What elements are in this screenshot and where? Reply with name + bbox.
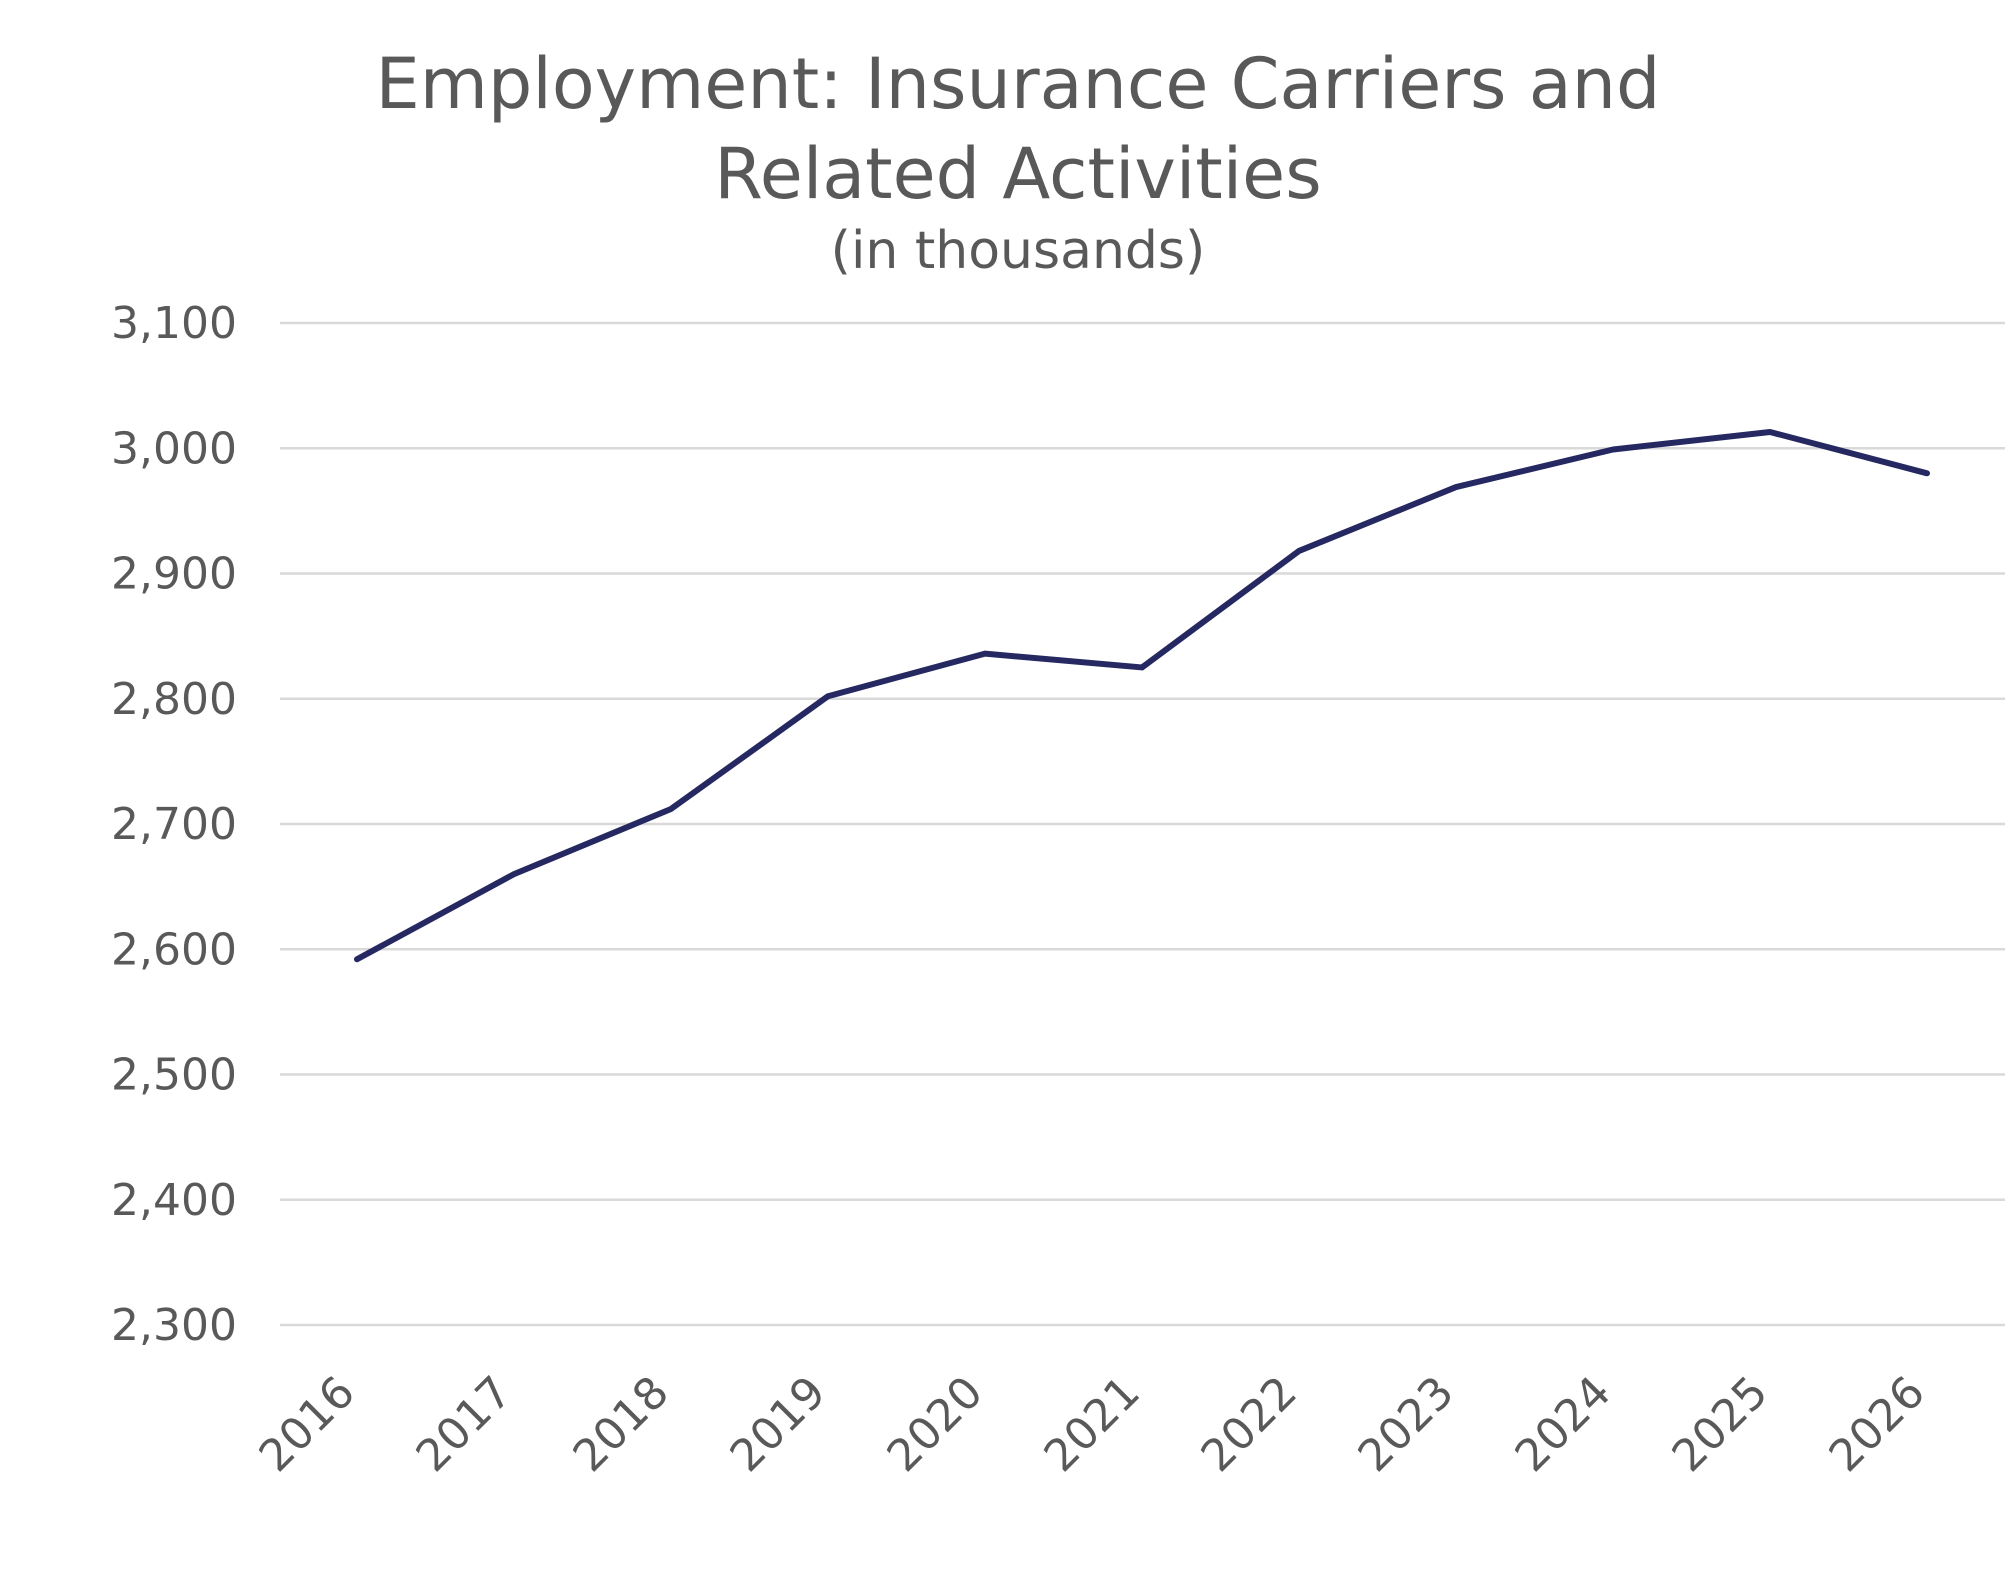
series-line — [354, 428, 1930, 963]
x-axis: 2016 2017 2018 2019 2020 2021 2022 2023 2024 2025… — [250, 1367, 1935, 1482]
y-tick-label: 2,300 — [111, 1300, 237, 1351]
x-tick-label: 2025 — [1663, 1367, 1778, 1482]
y-tick-label: 3,100 — [111, 298, 237, 349]
chart-title-line-2: Related Activities — [714, 133, 1321, 215]
y-tick-label: 2,700 — [111, 799, 237, 850]
x-tick-label: 2024 — [1506, 1367, 1621, 1482]
chart-title-line-1: Employment: Insurance Carriers and — [376, 43, 1661, 125]
chart-subtitle: (in thousands) — [831, 221, 1206, 281]
x-tick-label: 2016 — [250, 1367, 365, 1482]
y-axis: 3,100 3,000 2,900 2,800 2,700 2,600 2,500 2,400… — [111, 298, 237, 1351]
x-tick-label: 2020 — [878, 1367, 993, 1482]
gridlines — [280, 321, 2005, 1327]
x-tick-label: 2021 — [1035, 1367, 1150, 1482]
y-tick-label: 2,400 — [111, 1175, 237, 1226]
y-tick-label: 2,600 — [111, 924, 237, 975]
x-tick-label: 2018 — [564, 1367, 679, 1482]
y-tick-label: 2,800 — [111, 674, 237, 725]
x-tick-label: 2019 — [721, 1367, 836, 1482]
plot-area — [354, 428, 1930, 963]
y-tick-label: 3,000 — [111, 423, 237, 474]
y-tick-label: 2,500 — [111, 1050, 237, 1101]
y-tick-label: 2,900 — [111, 549, 237, 600]
x-tick-label: 2017 — [407, 1367, 522, 1482]
x-tick-label: 2023 — [1349, 1367, 1464, 1482]
x-tick-label: 2026 — [1820, 1367, 1935, 1482]
x-tick-label: 2022 — [1192, 1367, 1307, 1482]
